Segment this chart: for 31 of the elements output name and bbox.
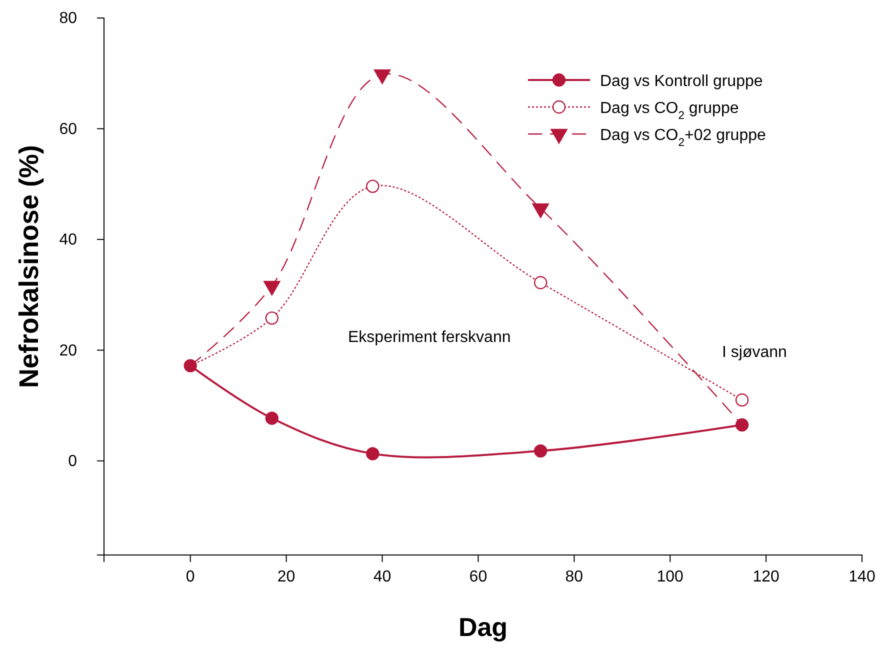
y-tick-label: 40: [59, 232, 78, 249]
point: [735, 393, 749, 407]
annotation: I sjøvann: [722, 344, 787, 361]
x-tick-label: 20: [277, 568, 296, 586]
y-tick-label: 60: [59, 120, 78, 138]
x-tick-label: 100: [656, 568, 684, 586]
point: [265, 311, 279, 325]
legend-label: Dag vs CO$_{2}$+02 gruppe: [600, 127, 766, 149]
point: [735, 418, 749, 432]
legend-label: Dag vs Kontroll gruppe: [600, 73, 763, 90]
point: [366, 180, 380, 193]
point: [265, 412, 279, 425]
legend-label: Dag vs CO$_{2}$ gruppe: [600, 100, 739, 122]
x-tick-label: 0: [186, 568, 195, 586]
x-tick-label: 120: [752, 568, 780, 586]
x-tick-label: 60: [469, 568, 488, 586]
point: [534, 276, 548, 290]
x-axis-title: Dag: [458, 612, 508, 642]
y-tick-label: 0: [68, 453, 78, 470]
x-tick-label: 80: [565, 568, 584, 586]
point: [184, 359, 197, 372]
point: [534, 444, 548, 458]
point: [374, 69, 391, 84]
y-tick-label: 20: [59, 342, 78, 360]
x-tick-label: 40: [373, 568, 392, 586]
point: [532, 203, 550, 218]
x-tick-label: 140: [848, 568, 876, 586]
y-tick-label: 80: [59, 10, 78, 28]
annotation: Eksperiment ferskvann: [348, 329, 511, 346]
point: [366, 447, 380, 460]
y-axis-title: Nefrokalsinose (%): [14, 144, 44, 388]
